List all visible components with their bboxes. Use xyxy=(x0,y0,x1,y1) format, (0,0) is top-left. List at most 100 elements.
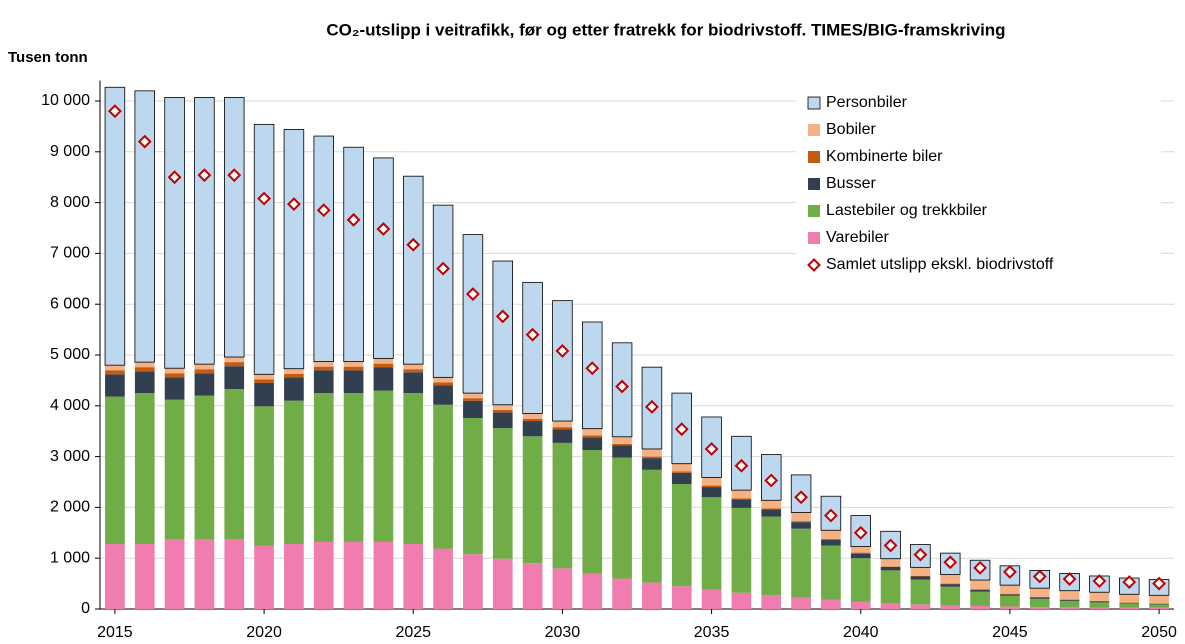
bar-segment xyxy=(642,469,662,583)
x-tick-label: 2015 xyxy=(97,624,133,641)
bar-segment xyxy=(1149,595,1169,604)
diamond-marker xyxy=(525,327,540,342)
legend-label: Kombinerte biler xyxy=(826,148,943,165)
bar-segment xyxy=(761,595,782,609)
diamond-marker xyxy=(734,458,749,473)
diamond-marker xyxy=(167,170,182,185)
bar-segment xyxy=(224,539,245,609)
bar-segment xyxy=(612,578,632,609)
bar-segment xyxy=(194,97,215,365)
bar-segment xyxy=(701,485,722,488)
bar-segment xyxy=(463,554,483,609)
bar-segment xyxy=(253,123,275,375)
bar-segment xyxy=(940,605,961,609)
bar-segment xyxy=(1000,595,1020,607)
diamond-marker xyxy=(376,222,391,236)
bar-segment xyxy=(224,362,245,367)
bar-segment xyxy=(552,300,573,422)
bar-segment xyxy=(701,487,722,498)
bar-segment xyxy=(463,417,483,555)
bar-segment xyxy=(1089,602,1110,608)
legend-label: Personbiler xyxy=(826,94,908,111)
bar-segment xyxy=(791,512,811,522)
bar-segment xyxy=(224,97,245,358)
diamond-marker xyxy=(674,422,689,437)
bar-segment xyxy=(910,576,931,580)
bar-segment xyxy=(910,575,931,577)
bar-segment xyxy=(283,129,305,370)
bar-segment xyxy=(105,543,125,609)
x-tick-label: 2025 xyxy=(395,624,431,641)
legend-label: Lastebiler og trekkbiler xyxy=(826,202,988,219)
bar-segment xyxy=(671,586,692,609)
bar-segment xyxy=(582,449,603,574)
x-tick-label: 2040 xyxy=(843,624,879,641)
bar-segment xyxy=(821,539,841,546)
bar-segment xyxy=(731,592,752,609)
bar-segment xyxy=(582,437,603,450)
bar-segment xyxy=(850,553,871,559)
bar-segment xyxy=(164,399,185,540)
bar-segment xyxy=(552,429,573,443)
diamond-marker xyxy=(764,473,779,488)
bar-segment xyxy=(791,522,811,529)
bar-segment xyxy=(970,589,990,592)
legend-swatch xyxy=(808,124,820,136)
bar-segment xyxy=(373,541,394,609)
bar-segment xyxy=(1119,602,1140,603)
diamond-marker xyxy=(1032,569,1047,584)
bar-segment xyxy=(1029,606,1050,609)
bar-segment xyxy=(134,543,155,609)
bar-segment xyxy=(462,234,484,394)
legend-swatch xyxy=(808,151,820,163)
y-tick-label: 7 000 xyxy=(50,245,90,262)
bar-segment xyxy=(582,573,603,609)
bar-segment xyxy=(284,373,304,378)
bar-segment xyxy=(224,389,245,540)
bar-segment xyxy=(1029,597,1050,599)
bar-segment xyxy=(1000,585,1020,594)
bar-segment xyxy=(671,472,692,485)
bar-segment xyxy=(194,369,215,374)
bar-segment xyxy=(492,404,513,410)
y-tick-label: 4 000 xyxy=(50,397,90,414)
bar-segment xyxy=(910,567,931,576)
legend-label: Busser xyxy=(826,175,876,192)
bar-segment xyxy=(492,428,513,559)
bar-segment xyxy=(164,539,185,609)
legend-label: Varebiler xyxy=(826,229,890,246)
bar-segment xyxy=(254,382,274,407)
bar-segment xyxy=(970,589,990,590)
bar-segment xyxy=(1119,607,1140,609)
y-tick-label: 1 000 xyxy=(50,549,90,566)
bar-segment xyxy=(701,477,722,486)
bar-segment xyxy=(1059,599,1080,600)
bar-segment xyxy=(1059,590,1080,600)
bar-segment xyxy=(522,436,543,564)
diamond-marker xyxy=(227,168,242,183)
bar-segment xyxy=(1119,602,1140,604)
bar-segment xyxy=(642,582,662,609)
bar-segment xyxy=(313,541,334,609)
bar-segment xyxy=(463,400,483,418)
bar-segment xyxy=(373,390,394,542)
bar-segment xyxy=(1059,606,1080,609)
y-tick-label: 9 000 xyxy=(50,143,90,160)
bar-segment xyxy=(1029,588,1050,597)
diamond-marker xyxy=(585,361,600,376)
y-tick-label: 0 xyxy=(81,600,90,617)
y-tick-label: 5 000 xyxy=(50,346,90,363)
y-axis-label: Tusen tonn xyxy=(8,49,88,66)
diamond-marker xyxy=(316,203,331,218)
bar-segment xyxy=(105,374,125,397)
diamond-marker xyxy=(406,237,421,252)
bar-segment xyxy=(105,370,125,375)
legend-label: Samlet utslipp ekskl. biodrivstoff xyxy=(826,256,1054,273)
bar-segment xyxy=(492,412,513,429)
bar-segment xyxy=(1000,593,1020,595)
bar-segment xyxy=(105,396,125,544)
bar-segment xyxy=(731,499,752,508)
bar-segment xyxy=(343,370,364,394)
bar-segment xyxy=(1089,600,1110,602)
bar-segment xyxy=(701,497,722,590)
